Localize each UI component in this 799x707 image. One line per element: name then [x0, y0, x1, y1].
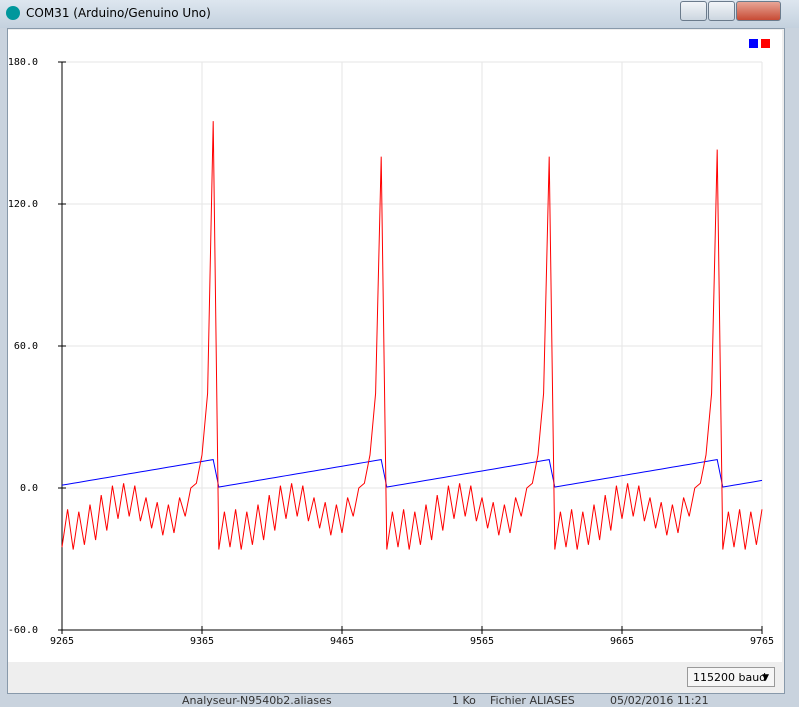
- series-line: [61, 121, 763, 550]
- background-file: Analyseur-N9540b2.aliases: [182, 694, 332, 707]
- y-tick-label: -60.0: [8, 625, 38, 636]
- baud-dropdown[interactable]: 115200 baud ▼: [687, 667, 775, 687]
- app-icon: [6, 6, 20, 20]
- dropdown-arrow: ▼: [762, 673, 769, 683]
- title-bar: COM31 (Arduino/Genuino Uno): [0, 0, 799, 28]
- y-tick-label: 60.0: [14, 341, 38, 352]
- x-tick-label: 9365: [190, 636, 214, 647]
- minimize-button[interactable]: [680, 1, 707, 21]
- y-tick-label: 120.0: [8, 199, 38, 210]
- legend-swatch: [749, 39, 758, 48]
- legend-swatch: [761, 39, 770, 48]
- y-tick-label: 180.0: [8, 57, 38, 68]
- background-kind: Fichier ALIASES: [490, 694, 575, 707]
- x-tick-label: 9565: [470, 636, 494, 647]
- x-tick-label: 9765: [750, 636, 774, 647]
- x-tick-label: 9265: [50, 636, 74, 647]
- close-button[interactable]: [736, 1, 781, 21]
- x-tick-label: 9465: [330, 636, 354, 647]
- maximize-button[interactable]: [708, 1, 735, 21]
- background-date: 05/02/2016 11:21: [610, 694, 709, 707]
- y-tick-label: 0.0: [20, 483, 38, 494]
- x-tick-label: 9665: [610, 636, 634, 647]
- background-size: 1 Ko: [452, 694, 476, 707]
- series-line: [61, 459, 763, 488]
- baud-label: 115200 baud: [693, 671, 767, 684]
- window-title: COM31 (Arduino/Genuino Uno): [26, 6, 211, 20]
